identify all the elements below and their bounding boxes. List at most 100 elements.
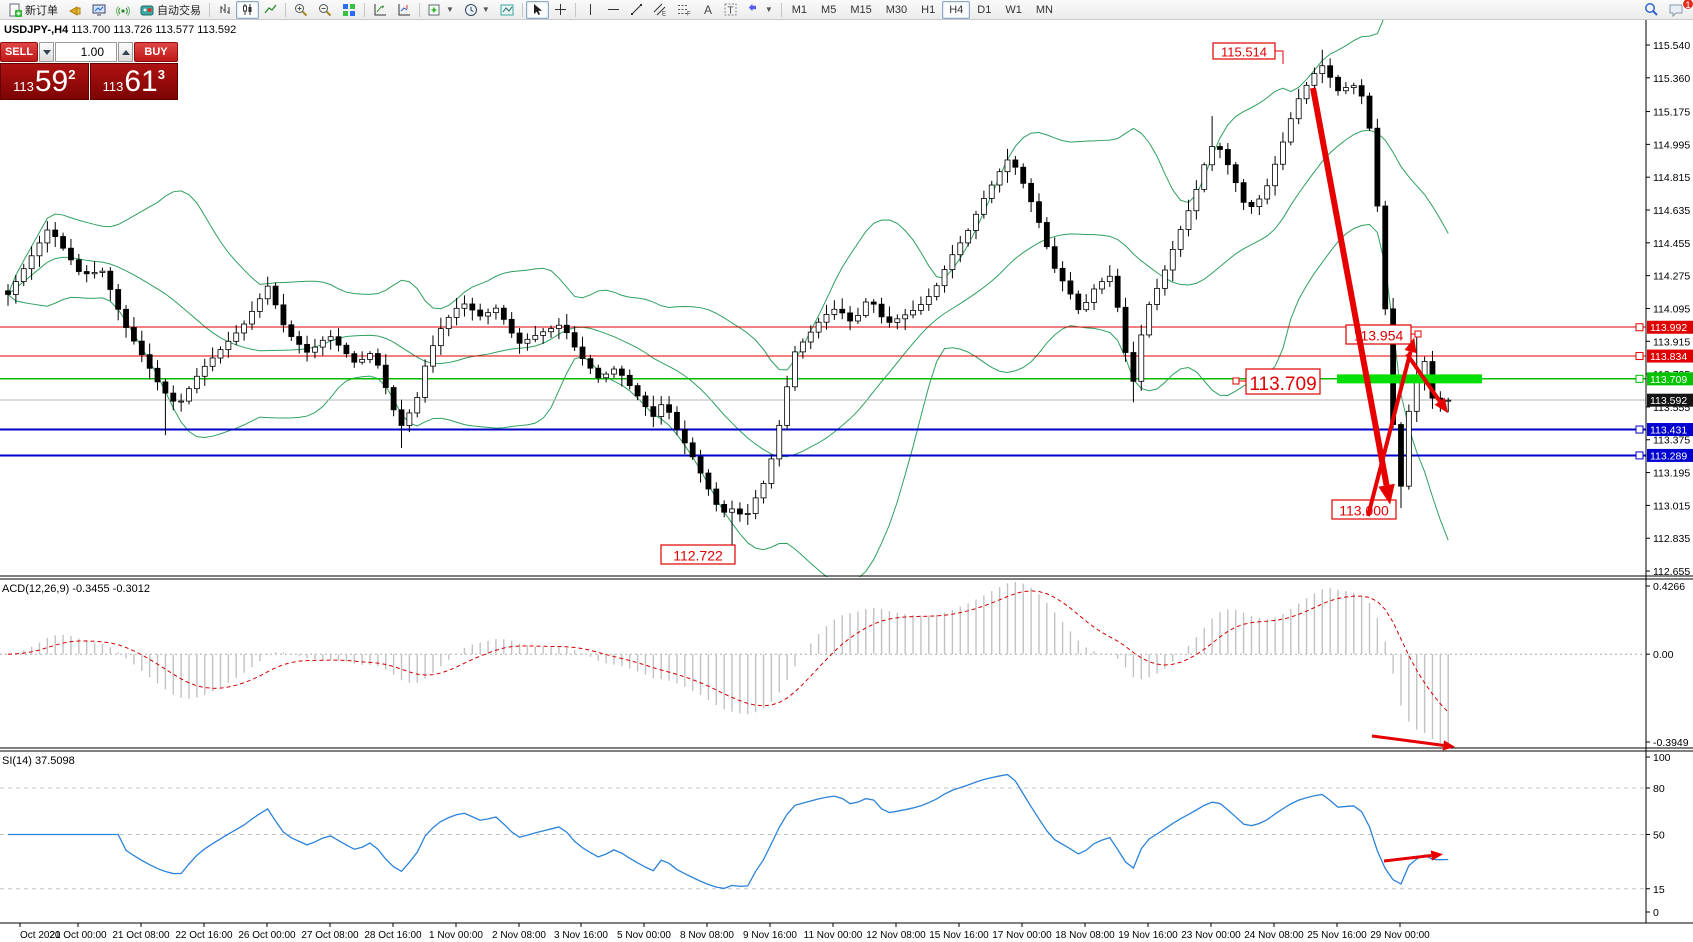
arrows-tool-button[interactable]: ▼ bbox=[742, 1, 778, 19]
trendline-tool-button[interactable] bbox=[625, 1, 648, 19]
line-chart-button[interactable] bbox=[259, 1, 282, 19]
vertical-line-tool-button[interactable] bbox=[579, 1, 602, 19]
trend-arrow-shaft[interactable] bbox=[1383, 854, 1432, 863]
sell-price-display[interactable]: 113 59 2 bbox=[0, 63, 89, 100]
time-tick-label: Oct 2021 bbox=[20, 930, 61, 941]
timeframe-button-m30[interactable]: M30 bbox=[885, 3, 908, 16]
bear-candle bbox=[1398, 424, 1404, 487]
price-annotation-box[interactable] bbox=[1331, 499, 1397, 520]
price-tick-label: 114.635 bbox=[1653, 205, 1690, 217]
line-end-marker[interactable] bbox=[1635, 451, 1644, 460]
price-annotation-label: 112.722 bbox=[673, 548, 723, 564]
volume-increase-button[interactable] bbox=[118, 42, 133, 62]
bear-candle bbox=[351, 353, 358, 363]
add-indicator-icon bbox=[428, 4, 440, 15]
fibonacci-tool-button[interactable]: F bbox=[672, 1, 696, 19]
bull-candle bbox=[792, 351, 798, 388]
auto-trading-button[interactable]: 自动交易 bbox=[135, 1, 206, 19]
sell-button[interactable]: SELL bbox=[0, 42, 38, 62]
line-end-marker[interactable] bbox=[1635, 323, 1644, 332]
line-end-marker[interactable] bbox=[1635, 425, 1644, 434]
new-order-icon bbox=[9, 3, 22, 17]
buy-button[interactable]: BUY bbox=[134, 42, 178, 62]
bear-candle bbox=[1075, 293, 1082, 311]
new-order-button[interactable]: 新订单 bbox=[3, 1, 63, 19]
toolbar-separator bbox=[780, 2, 782, 17]
trend-arrow-head[interactable] bbox=[1442, 740, 1456, 751]
timeframe-button-m5[interactable]: M5 bbox=[821, 3, 837, 16]
text-tool-button[interactable]: A bbox=[696, 1, 719, 19]
price-annotation-box[interactable] bbox=[660, 544, 736, 565]
trend-arrow-shaft[interactable] bbox=[1366, 351, 1413, 517]
trend-arrow-shaft[interactable] bbox=[1310, 87, 1390, 486]
annotation-anchor[interactable] bbox=[1232, 377, 1240, 385]
volume-input[interactable] bbox=[55, 42, 117, 62]
bear-candle bbox=[1059, 267, 1066, 282]
channel-tool-button[interactable]: E bbox=[648, 1, 672, 19]
trend-arrow-shaft[interactable] bbox=[1405, 352, 1442, 403]
timeframe-button-h4[interactable]: H4 bbox=[942, 0, 971, 19]
dropdown-caret-icon: ▼ bbox=[764, 5, 773, 14]
bull-candle bbox=[548, 328, 554, 333]
publisher-button[interactable] bbox=[63, 1, 87, 19]
price-tick-label: 114.815 bbox=[1653, 172, 1690, 184]
bull-candle bbox=[44, 229, 51, 244]
candlestick-chart-button[interactable] bbox=[236, 0, 259, 19]
trend-arrow-head[interactable] bbox=[1434, 397, 1448, 414]
price-annotation-box[interactable] bbox=[1245, 368, 1321, 395]
time-tick-label: 20 Oct 00:00 bbox=[49, 930, 107, 941]
add-indicator-button[interactable]: ▼ bbox=[423, 1, 459, 19]
bar-chart-button[interactable] bbox=[213, 1, 236, 19]
tile-windows-button[interactable] bbox=[337, 1, 361, 19]
line-end-marker[interactable] bbox=[1635, 374, 1644, 383]
timeframe-button-h1[interactable]: H1 bbox=[921, 3, 936, 16]
bull-candle bbox=[461, 303, 468, 309]
crosshair-tool-button[interactable] bbox=[549, 1, 572, 19]
signals-button[interactable] bbox=[111, 1, 135, 19]
indicator-window-button[interactable] bbox=[392, 1, 416, 19]
price-axis[interactable]: 115.540 115.360 115.175 114.995 114.815 114.6… bbox=[0, 20, 1693, 924]
volume-decrease-button[interactable] bbox=[39, 42, 54, 62]
zoom-out-button[interactable] bbox=[313, 1, 337, 19]
market-watch-button[interactable] bbox=[87, 1, 111, 19]
rsi-panel[interactable]: 100 80 50 15 0 bbox=[0, 752, 1671, 919]
line-end-marker[interactable] bbox=[1635, 352, 1644, 361]
period-button[interactable]: ▼ bbox=[459, 1, 495, 19]
dropdown-caret-icon: ▼ bbox=[446, 5, 454, 14]
chart-area[interactable]: 115.540 115.360 115.175 114.995 114.815 114.6… bbox=[0, 20, 1693, 942]
trend-arrow-head[interactable] bbox=[1404, 337, 1417, 354]
buy-price-display[interactable]: 113 61 3 bbox=[89, 63, 178, 100]
main-price-panel[interactable] bbox=[0, 20, 1646, 584]
ohlc-values: 113.700 113.726 113.577 113.592 bbox=[71, 24, 237, 36]
bull-candle bbox=[776, 424, 783, 460]
bear-candle bbox=[705, 472, 712, 490]
timeframe-button-d1[interactable]: D1 bbox=[977, 3, 992, 16]
horizontal-line-tool-button[interactable] bbox=[602, 1, 625, 19]
search-button[interactable] bbox=[1639, 1, 1664, 19]
macd-panel[interactable]: 0.4266 0.00 -0.3949 bbox=[0, 581, 1689, 749]
trend-arrow-head[interactable] bbox=[1378, 483, 1395, 505]
price-annotation-box[interactable] bbox=[1212, 42, 1276, 60]
data-window-button[interactable] bbox=[368, 1, 392, 19]
template-button[interactable] bbox=[495, 1, 519, 19]
annotation-anchor[interactable] bbox=[1414, 330, 1422, 338]
bull-candle bbox=[20, 268, 27, 282]
notifications-button[interactable]: 1 bbox=[1664, 0, 1693, 19]
text-label-tool-button[interactable]: T bbox=[719, 1, 742, 19]
bull-candle bbox=[611, 368, 617, 375]
bull-candle bbox=[414, 397, 421, 414]
bull-candle bbox=[453, 307, 460, 318]
rsi-axis-label: 15 bbox=[1653, 884, 1665, 896]
bull-candle bbox=[965, 230, 972, 244]
timeframe-button-w1[interactable]: W1 bbox=[1005, 3, 1022, 16]
bull-candle bbox=[556, 324, 562, 329]
timeframe-button-mn[interactable]: MN bbox=[1035, 3, 1053, 16]
zoom-in-button[interactable] bbox=[289, 1, 313, 19]
timeframe-button-m15[interactable]: M15 bbox=[850, 3, 872, 16]
trend-arrow-shaft[interactable] bbox=[1371, 734, 1444, 747]
cursor-tool-button[interactable] bbox=[525, 0, 549, 19]
bull-candle bbox=[1004, 159, 1011, 173]
trend-arrow-head[interactable] bbox=[1430, 850, 1444, 861]
timeframe-button-m1[interactable]: M1 bbox=[791, 3, 808, 16]
